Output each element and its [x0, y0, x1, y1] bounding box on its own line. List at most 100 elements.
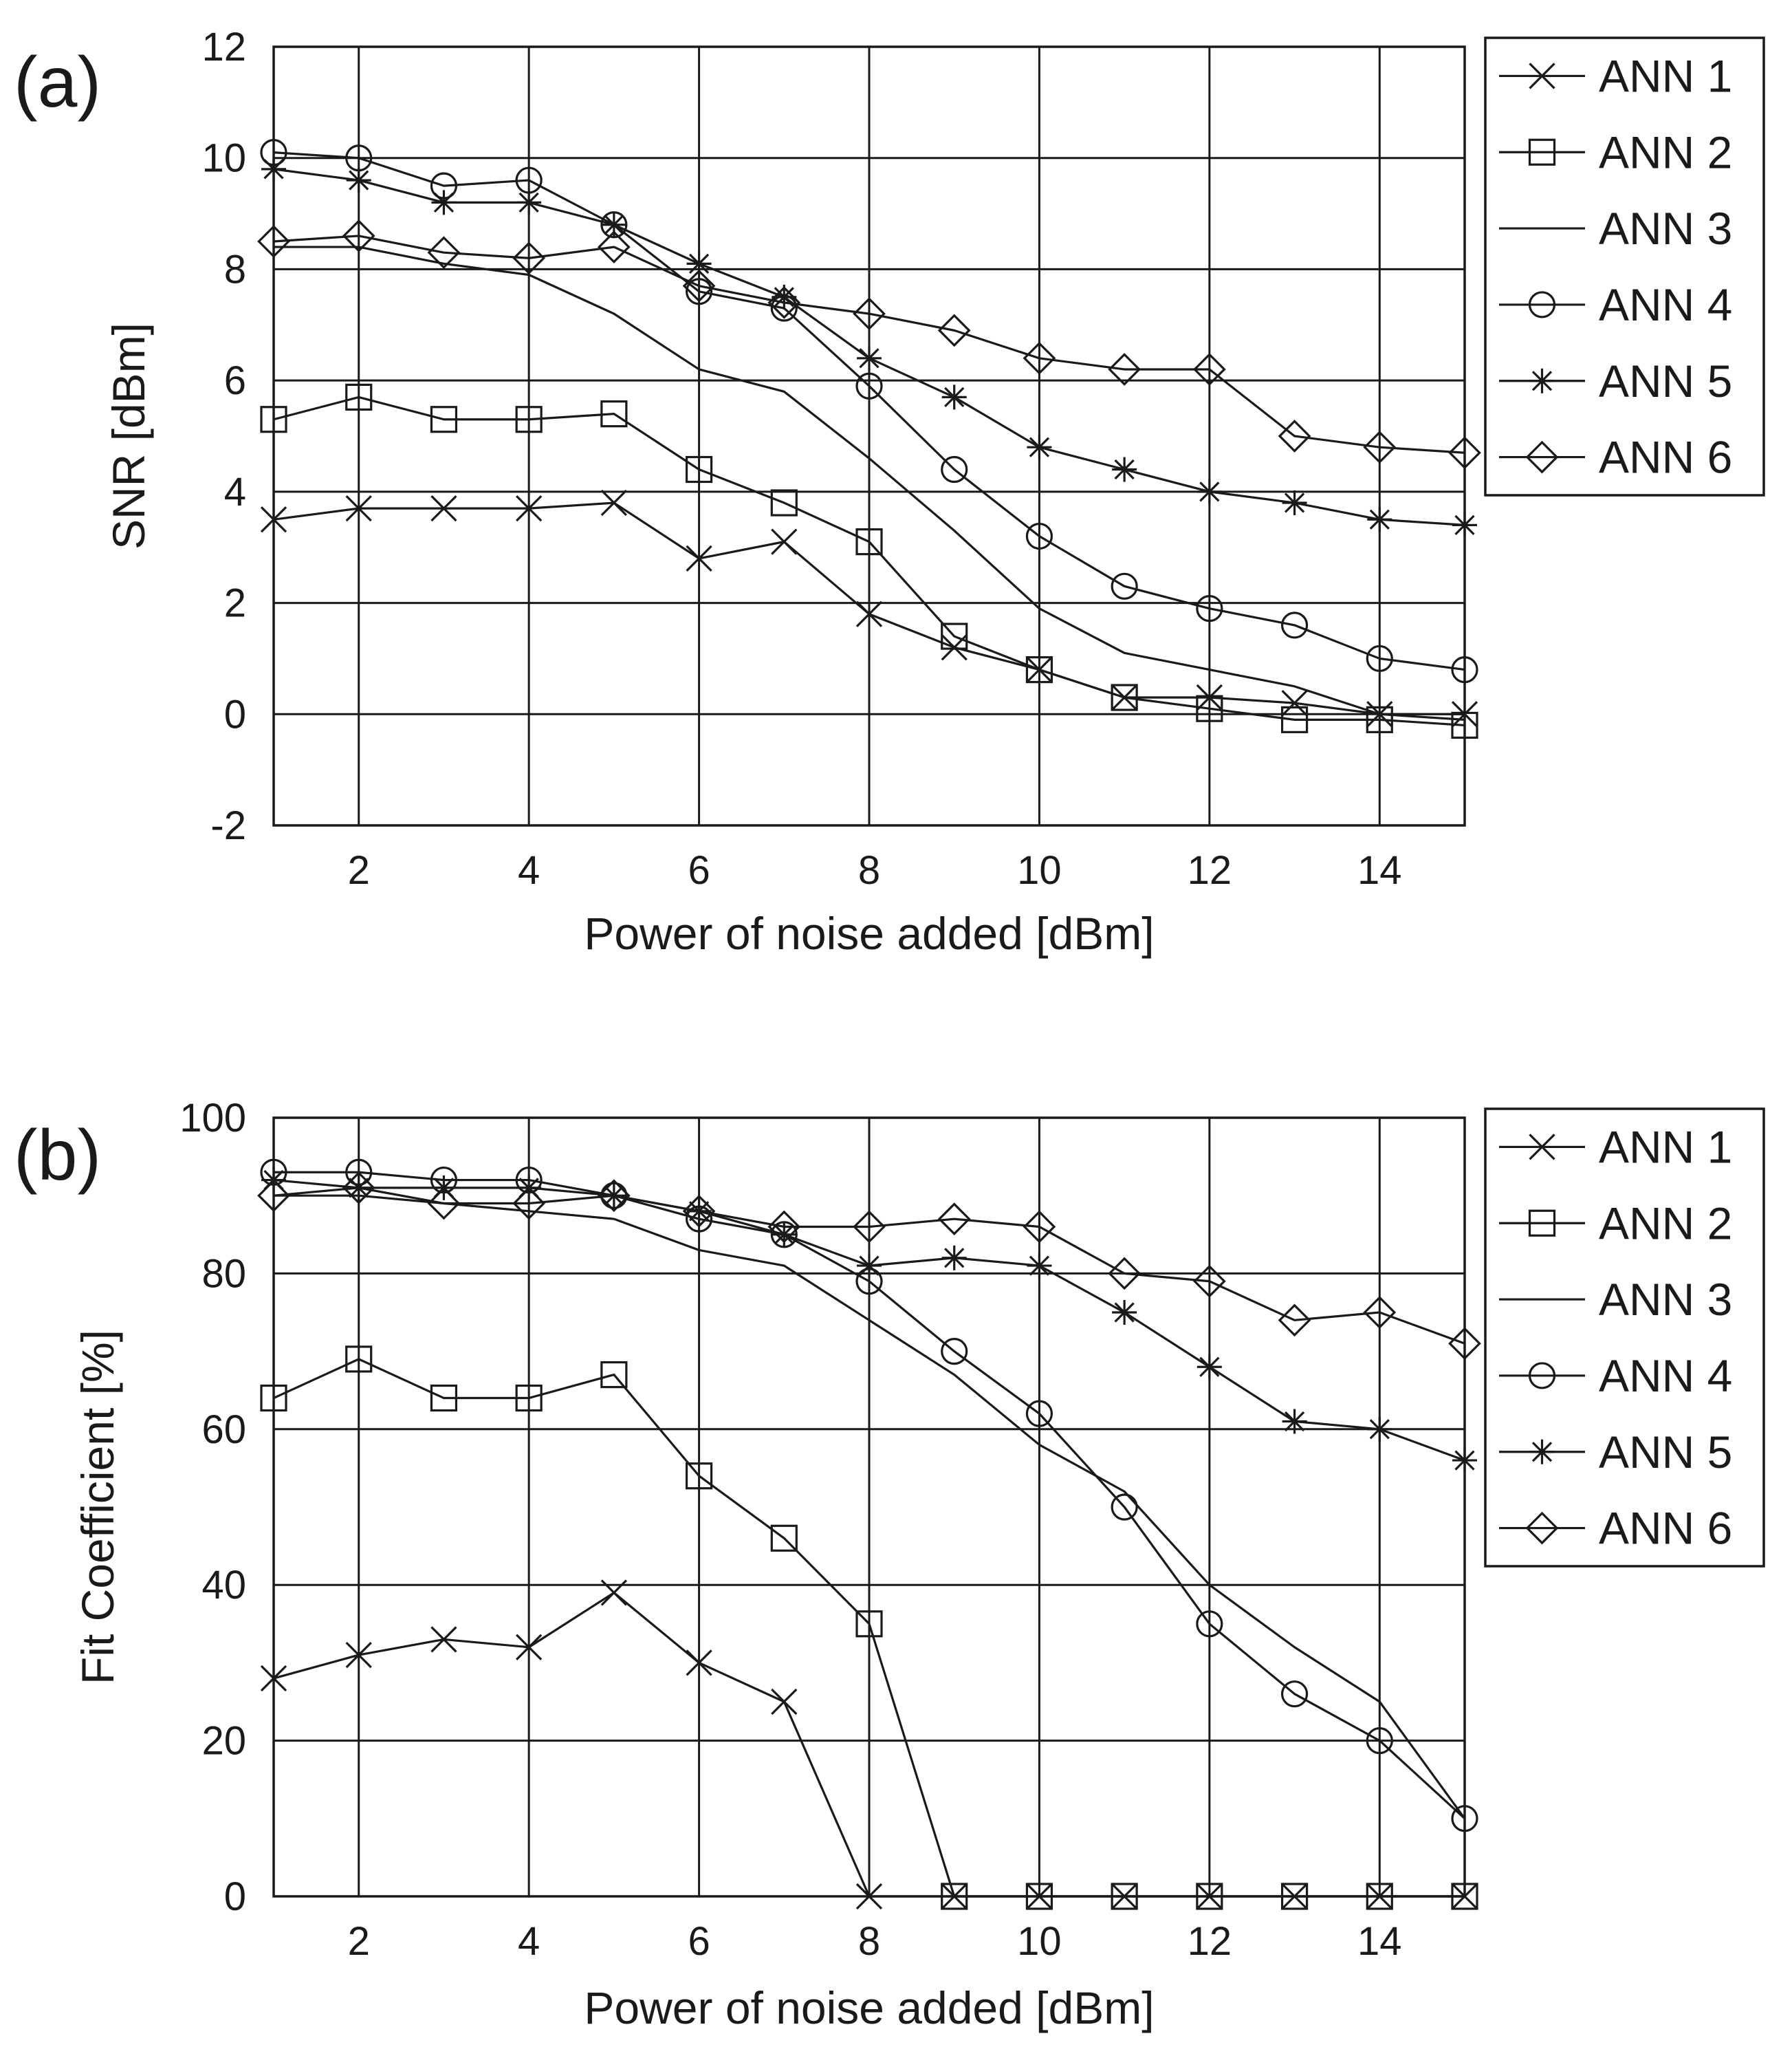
data-point-ann-2	[855, 528, 883, 556]
data-point-ann-4	[1025, 1400, 1053, 1427]
series-line-ann-6	[273, 235, 1465, 454]
x-tick-label: 6	[688, 1919, 710, 1964]
legend: ANN 1 ANN 2 ANN 3 ANN 4 ANN 5 ANN 6	[1484, 1107, 1765, 1568]
legend-label-ann-5: ANN 5	[1599, 356, 1732, 407]
panel-label: (a)	[14, 43, 101, 122]
data-point-ann-5	[1027, 1253, 1052, 1279]
data-point-ann-5	[772, 284, 797, 310]
x-tick-label: 4	[518, 1919, 540, 1964]
data-point-ann-4	[1366, 1727, 1393, 1755]
data-point-ann-6	[512, 1187, 546, 1220]
series-line-ann-3	[274, 1194, 1466, 1819]
panel-a-snr-chart: 2 4 6 8 10 12 14 -2 0 2 4 6 8 10 12 Power of noise adde…	[14, 25, 1765, 959]
data-point-ann-2	[770, 1524, 798, 1552]
data-point-ann-2	[260, 406, 287, 433]
data-point-ann-1	[260, 506, 287, 533]
data-point-ann-6	[1363, 431, 1397, 464]
data-point-ann-5	[601, 212, 626, 237]
data-point-ann-1	[260, 1665, 287, 1692]
legend-marker-ann-4	[1528, 1362, 1556, 1389]
data-point-ann-4	[941, 455, 968, 484]
legend-marker-ann-1	[1529, 63, 1555, 89]
y-axis-label: SNR [dBm]	[103, 323, 154, 550]
series-line-ann-6	[273, 1187, 1465, 1345]
data-point-ann-6	[1023, 341, 1056, 375]
legend-label-ann-3: ANN 3	[1599, 203, 1732, 254]
data-point-ann-6	[1448, 1327, 1481, 1361]
legend-marker-ann-5	[1529, 1439, 1555, 1464]
legend-marker-ann-5	[1529, 368, 1555, 393]
data-point-ann-1	[1451, 701, 1478, 728]
data-point-ann-6	[853, 297, 886, 330]
data-point-ann-4	[1451, 1805, 1478, 1832]
data-point-ann-2	[1196, 1883, 1223, 1910]
data-point-ann-6	[767, 286, 801, 319]
x-tick-label: 14	[1357, 848, 1402, 893]
data-point-ann-5	[1027, 435, 1052, 460]
data-point-ann-6	[597, 1179, 631, 1213]
legend-label-ann-5: ANN 5	[1599, 1427, 1732, 1477]
data-point-ann-6	[257, 1179, 290, 1213]
legend-label-ann-2: ANN 2	[1599, 127, 1732, 177]
y-tick-label: 10	[201, 136, 246, 181]
data-point-ann-4	[941, 1337, 968, 1365]
data-point-ann-6	[1363, 1296, 1397, 1329]
data-point-ann-5	[857, 345, 882, 371]
data-point-ann-1	[345, 1641, 372, 1669]
series-line-ann-4	[273, 151, 1465, 671]
data-point-ann-2	[685, 1462, 713, 1490]
data-point-ann-2	[345, 383, 373, 411]
data-point-ann-6	[1278, 1303, 1311, 1337]
legend-label-ann-4: ANN 4	[1599, 279, 1732, 330]
data-point-ann-2	[430, 406, 458, 433]
data-point-ann-6	[342, 1171, 375, 1204]
data-point-ann-4	[1451, 656, 1478, 684]
data-point-ann-4	[855, 372, 883, 400]
data-point-ann-5	[1452, 1448, 1477, 1473]
data-point-ann-5	[857, 1253, 882, 1279]
legend-label-ann-1: ANN 1	[1599, 50, 1732, 101]
data-point-ann-2	[685, 455, 713, 484]
y-tick-label: 20	[201, 1719, 246, 1764]
data-point-ann-2	[1111, 1883, 1138, 1910]
data-point-ann-5	[1282, 1409, 1307, 1434]
y-axis-label: Fit Coefficient [%]	[72, 1330, 123, 1685]
data-point-ann-5	[686, 251, 712, 277]
y-tick-label: 40	[201, 1563, 246, 1607]
data-point-ann-2	[1025, 1883, 1053, 1910]
data-point-ann-1	[430, 495, 457, 522]
y-tick-label: 80	[201, 1251, 246, 1296]
series-line-ann-4	[274, 1171, 1466, 1819]
y-tick-label: -2	[210, 803, 246, 848]
y-tick-label: 0	[224, 1874, 246, 1919]
data-point-ann-6	[682, 269, 716, 303]
data-point-ann-2	[515, 406, 543, 433]
data-point-ann-2	[1025, 656, 1053, 684]
data-point-ann-4	[1280, 1680, 1309, 1708]
y-tick-label: 4	[224, 470, 246, 514]
data-point-ann-4	[1025, 522, 1053, 550]
x-tick-label: 2	[348, 848, 370, 893]
data-point-ann-2	[1366, 1883, 1393, 1910]
data-point-ann-4	[1111, 572, 1138, 600]
data-point-ann-2	[600, 400, 628, 428]
data-point-ann-6	[257, 225, 290, 258]
data-point-ann-2	[1451, 711, 1478, 739]
legend-marker-ann-6	[1525, 440, 1559, 474]
x-tick-label: 10	[1017, 1919, 1062, 1964]
panel-b-fit-coefficient-chart: 2 4 6 8 10 12 14 0 20 40 60 80 100 Power of noise add…	[14, 1096, 1765, 2033]
data-point-ann-6	[767, 1210, 801, 1244]
legend-label-ann-6: ANN 6	[1599, 1503, 1732, 1554]
data-point-ann-6	[1023, 1210, 1056, 1244]
series-ann-3	[274, 246, 1465, 721]
x-tick-label: 2	[348, 1919, 370, 1964]
data-point-ann-6	[1108, 353, 1141, 386]
data-point-ann-4	[1196, 595, 1223, 622]
legend-marker-ann-4	[1528, 291, 1556, 318]
data-point-ann-6	[1278, 420, 1311, 453]
data-point-ann-6	[937, 1202, 971, 1236]
data-point-ann-1	[771, 1688, 798, 1715]
data-point-ann-6	[427, 236, 461, 270]
data-point-ann-5	[1197, 479, 1222, 504]
